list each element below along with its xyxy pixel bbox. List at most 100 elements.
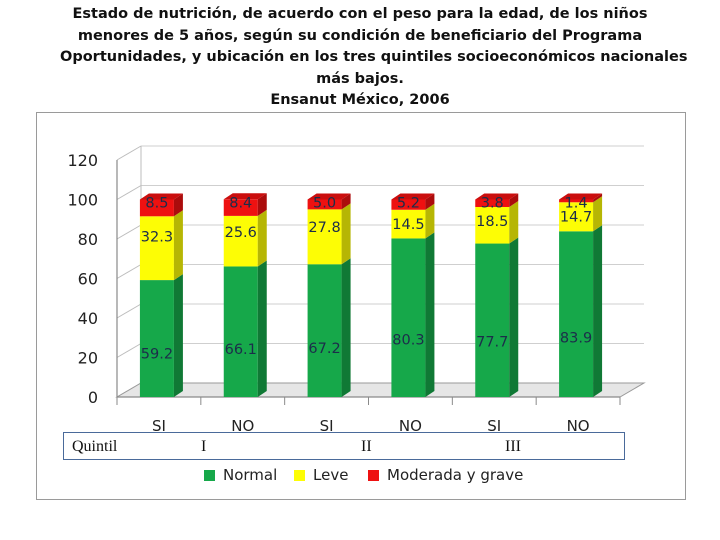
y-tick-label: 0 bbox=[88, 388, 98, 407]
bar-segment-front bbox=[307, 264, 342, 397]
title-line-2: menores de 5 años, según su condición de… bbox=[77, 27, 643, 44]
bar-segment-side bbox=[341, 193, 351, 210]
x-category-label: NO bbox=[567, 417, 590, 435]
bar-segment-front bbox=[391, 209, 426, 239]
value-label: 67.2 bbox=[308, 341, 340, 357]
bar-segment-side bbox=[593, 196, 603, 232]
gridline-side bbox=[116, 303, 142, 319]
bar-segment-side bbox=[425, 232, 435, 397]
bar-segment-front bbox=[139, 216, 174, 281]
value-label: 14.5 bbox=[392, 217, 424, 233]
gridline-side bbox=[116, 185, 142, 200]
bar-top-face bbox=[391, 193, 435, 200]
x-category-label: SI bbox=[320, 417, 334, 435]
legend-item-moderada: Moderada y grave bbox=[368, 466, 523, 484]
value-label: 5.2 bbox=[397, 196, 420, 212]
bar-segment-side bbox=[425, 193, 435, 210]
legend-label-moderada: Moderada y grave bbox=[387, 466, 524, 484]
value-label: 27.8 bbox=[308, 220, 340, 236]
bar-segment-front bbox=[391, 199, 426, 210]
bar-top-face bbox=[139, 193, 183, 200]
title-line-5: Ensanut México, 2006 bbox=[270, 92, 450, 108]
bar-segment-side bbox=[257, 260, 267, 397]
value-label: 66.1 bbox=[225, 342, 257, 358]
quintile-label: Quintil bbox=[72, 438, 118, 455]
gridline-side bbox=[116, 224, 142, 240]
bar-segment-front bbox=[307, 209, 342, 265]
y-tick-label: 20 bbox=[78, 349, 98, 368]
bar-segment-side bbox=[593, 225, 603, 397]
bar-segment-front bbox=[475, 199, 510, 208]
value-label: 8.5 bbox=[145, 196, 168, 212]
bar-segment-side bbox=[341, 203, 351, 265]
bar-segment-front bbox=[223, 199, 258, 216]
title-line-3: Oportunidades, y ubicación en los tres q… bbox=[60, 49, 688, 65]
y-tick-label: 120 bbox=[67, 151, 98, 170]
bar-segment-side bbox=[341, 258, 351, 397]
bar-segment-front bbox=[559, 231, 594, 397]
bar-segment-front bbox=[475, 243, 510, 397]
value-label: 5.0 bbox=[313, 196, 336, 212]
y-tick-label: 100 bbox=[67, 191, 98, 210]
value-label: 77.7 bbox=[476, 334, 508, 350]
bar-segment-side bbox=[257, 193, 267, 216]
gridline-side bbox=[116, 264, 142, 279]
value-label: 32.3 bbox=[141, 229, 173, 245]
bar-segment-side bbox=[593, 193, 603, 203]
bar-segment-side bbox=[173, 210, 183, 281]
value-label: 1.4 bbox=[565, 196, 588, 212]
gridline-side bbox=[116, 343, 142, 358]
bar-segment-front bbox=[139, 280, 174, 397]
quintile-group-3: III bbox=[505, 438, 521, 455]
chart-title: Estado de nutrición, de acuerdo con el p… bbox=[60, 4, 688, 112]
legend-item-leve: Leve bbox=[294, 466, 348, 484]
chart-frame bbox=[36, 112, 686, 500]
y-tick-label: 80 bbox=[78, 230, 98, 249]
bar-segment-front bbox=[139, 199, 174, 217]
bar-top-face bbox=[475, 193, 519, 200]
bar-top-face bbox=[223, 193, 267, 200]
x-category-label: SI bbox=[487, 417, 501, 435]
legend-item-normal: Normal bbox=[204, 466, 277, 484]
bar-segment-side bbox=[173, 274, 183, 397]
bar-segment-side bbox=[509, 237, 519, 397]
y-tick-label: 60 bbox=[78, 270, 98, 289]
bar-top-face bbox=[307, 193, 351, 200]
bar-segment-side bbox=[173, 193, 183, 217]
gridline-side bbox=[116, 145, 142, 161]
bar-top-face bbox=[559, 193, 603, 200]
bar-segment-side bbox=[509, 193, 519, 208]
bar-segment-front bbox=[223, 215, 258, 267]
value-label: 8.4 bbox=[229, 196, 252, 212]
value-label: 3.8 bbox=[481, 196, 504, 212]
value-label: 18.5 bbox=[476, 214, 508, 230]
legend: Normal Leve Moderada y grave bbox=[0, 464, 720, 486]
quintile-group-2: II bbox=[361, 438, 372, 455]
value-label: 25.6 bbox=[225, 225, 257, 241]
value-label: 59.2 bbox=[141, 346, 173, 362]
quintile-row: Quintil I II III bbox=[63, 432, 625, 460]
bar-segment-front bbox=[223, 266, 258, 397]
value-label: 14.7 bbox=[560, 209, 592, 225]
x-category-label: NO bbox=[399, 417, 422, 435]
bar-segment-side bbox=[425, 203, 435, 239]
legend-swatch-moderada bbox=[368, 469, 379, 481]
legend-label-normal: Normal bbox=[223, 466, 278, 484]
bar-segment-side bbox=[509, 201, 519, 244]
title-line-1: Estado de nutrición, de acuerdo con el p… bbox=[72, 6, 648, 22]
quintile-group-1: I bbox=[201, 438, 207, 455]
title-line-4: más bajos. bbox=[316, 70, 404, 87]
x-category-label: NO bbox=[231, 417, 254, 435]
bar-segment-front bbox=[391, 238, 426, 397]
bar-segment-front bbox=[475, 207, 510, 244]
legend-label-leve: Leve bbox=[313, 466, 349, 484]
bar-segment-front bbox=[559, 202, 594, 232]
bar-segment-front bbox=[559, 199, 594, 203]
legend-swatch-leve bbox=[294, 469, 305, 481]
legend-swatch-normal bbox=[204, 469, 215, 481]
bar-segment-side bbox=[257, 209, 267, 267]
y-tick-label: 40 bbox=[78, 309, 98, 328]
bar-segment-front bbox=[307, 199, 342, 210]
value-label: 83.9 bbox=[560, 330, 592, 346]
